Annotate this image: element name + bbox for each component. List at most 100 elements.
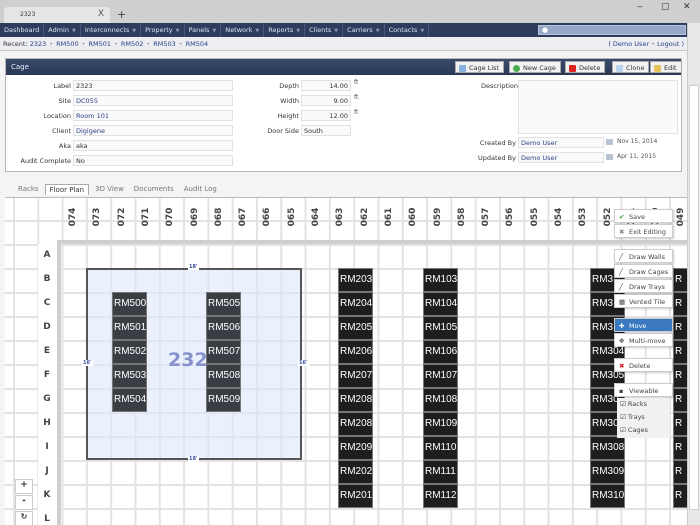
rack[interactable]: RM208 (338, 388, 373, 412)
rack[interactable]: R (673, 316, 687, 340)
draw-trays-menu-item[interactable]: ╱Draw Trays (614, 279, 673, 293)
minimize-icon[interactable]: ‒ (637, 2, 643, 12)
nav-item-admin[interactable]: Admin▼ (44, 23, 81, 37)
zoom-reset-button[interactable]: ↻ (15, 511, 33, 525)
rack[interactable]: RM505 (206, 292, 241, 316)
nav-item-network[interactable]: Network▼ (221, 23, 264, 37)
new-cage-button[interactable]: New Cage (509, 61, 561, 73)
close-window-icon[interactable]: ✕ (683, 2, 691, 12)
description-field[interactable] (518, 80, 678, 134)
rack[interactable]: RM203 (338, 268, 373, 292)
rack[interactable]: RM507 (206, 340, 241, 364)
draw-cages-menu-item[interactable]: ╱Draw Cages (614, 264, 673, 278)
field-value[interactable]: Room 101 (73, 110, 233, 121)
recent-link[interactable]: RM503 (153, 40, 176, 48)
viewable-menu-item[interactable]: ▪Viewable (614, 383, 673, 397)
rack[interactable]: RM105 (423, 316, 458, 340)
rack[interactable]: RM204 (338, 292, 373, 316)
nav-item-property[interactable]: Property▼ (141, 23, 184, 37)
rack[interactable]: R (673, 412, 687, 436)
rack[interactable]: RM112 (423, 484, 458, 508)
rack[interactable]: RM108 (423, 388, 458, 412)
field-value[interactable]: 9.00 (301, 95, 351, 106)
field-value[interactable]: Digigene (73, 125, 233, 136)
rack[interactable]: RM506 (206, 316, 241, 340)
recent-link[interactable]: RM500 (56, 40, 79, 48)
browser-tab[interactable]: 2323X (4, 7, 110, 23)
clone-button[interactable]: Clone (612, 61, 649, 73)
rack[interactable]: RM508 (206, 364, 241, 388)
rack[interactable]: RM205 (338, 316, 373, 340)
vented-tile-menu-item[interactable]: ▦Vented Tile (614, 294, 673, 308)
rack[interactable]: R (673, 340, 687, 364)
rack[interactable]: RM104 (423, 292, 458, 316)
rack[interactable]: R (673, 388, 687, 412)
rack[interactable]: RM209 (338, 436, 373, 460)
rack[interactable]: RM500 (112, 292, 147, 316)
rack[interactable]: RM207 (338, 364, 373, 388)
delete-menu-item[interactable]: ✖Delete (614, 358, 673, 372)
save-menu-item[interactable]: ✔Save (614, 209, 673, 223)
move-menu-item[interactable]: ✚Move (614, 318, 673, 332)
exit-editing-menu-item[interactable]: ✖Exit Editing (614, 224, 673, 238)
rack[interactable]: RM504 (112, 388, 147, 412)
maximize-icon[interactable]: ▢ (661, 2, 670, 12)
field-value[interactable]: aka (73, 140, 233, 151)
rack[interactable]: RM502 (112, 340, 147, 364)
scrollbar-thumb[interactable] (689, 85, 699, 510)
delete-button[interactable]: Delete (565, 61, 605, 73)
field-value[interactable]: 14.00 (301, 80, 351, 91)
edit-button[interactable]: Edit (650, 61, 682, 73)
search-input[interactable]: ● (538, 25, 686, 35)
rack[interactable]: RM106 (423, 340, 458, 364)
rack[interactable]: RM107 (423, 364, 458, 388)
nav-item-panels[interactable]: Panels▼ (185, 23, 222, 37)
zoom-in-button[interactable]: + (15, 479, 33, 494)
nav-item-dashboard[interactable]: Dashboard (0, 23, 44, 37)
tab-floor-plan[interactable]: Floor Plan (45, 184, 90, 195)
created-by-field[interactable]: Demo User (518, 137, 604, 148)
tab-racks[interactable]: Racks (14, 184, 43, 195)
rack[interactable]: RM509 (206, 388, 241, 412)
field-value[interactable]: South (301, 125, 351, 136)
rack[interactable]: RM310 (590, 484, 625, 508)
rack[interactable]: RM201 (338, 484, 373, 508)
logout-link[interactable]: Logout (657, 40, 679, 48)
floor-plan[interactable]: 0740730720710700690680670660650640630620… (5, 197, 687, 525)
tab-3d-view[interactable]: 3D View (91, 184, 128, 195)
tab-audit-log[interactable]: Audit Log (180, 184, 221, 195)
rack[interactable]: R (673, 484, 687, 508)
racks-checkbox[interactable]: ☑ Racks (617, 398, 670, 411)
field-value[interactable]: 2323 (73, 80, 233, 91)
updated-by-field[interactable]: Demo User (518, 152, 604, 163)
nav-item-clients[interactable]: Clients▼ (305, 23, 343, 37)
rack[interactable]: R (673, 436, 687, 460)
rack[interactable]: RM206 (338, 340, 373, 364)
rack[interactable]: R (673, 292, 687, 316)
new-tab-button[interactable]: + (117, 8, 126, 21)
draw-walls-menu-item[interactable]: ╱Draw Walls (614, 249, 673, 263)
recent-link[interactable]: RM502 (121, 40, 144, 48)
field-value[interactable]: 12.00 (301, 110, 351, 121)
tab-documents[interactable]: Documents (130, 184, 178, 195)
rack[interactable]: RM202 (338, 460, 373, 484)
field-value[interactable]: No (73, 155, 233, 166)
nav-item-interconnects[interactable]: Interconnects▼ (81, 23, 141, 37)
field-value[interactable]: DC055 (73, 95, 233, 106)
cage-list-button[interactable]: Cage List (455, 61, 504, 73)
rack[interactable]: RM109 (423, 412, 458, 436)
recent-link[interactable]: 2323 (30, 40, 47, 48)
nav-item-reports[interactable]: Reports▼ (264, 23, 305, 37)
user-link[interactable]: Demo User (613, 40, 649, 48)
rack[interactable]: RM308 (590, 436, 625, 460)
rack[interactable]: RM103 (423, 268, 458, 292)
rack[interactable]: R (673, 268, 687, 292)
cages-checkbox[interactable]: ☑ Cages (617, 424, 670, 438)
rack[interactable]: RM501 (112, 316, 147, 340)
close-tab-icon[interactable]: X (98, 9, 104, 19)
recent-link[interactable]: RM501 (89, 40, 112, 48)
zoom-out-button[interactable]: - (15, 495, 33, 510)
trays-checkbox[interactable]: ☑ Trays (617, 411, 670, 424)
rack[interactable]: R (673, 364, 687, 388)
rack[interactable]: RM208 (338, 412, 373, 436)
